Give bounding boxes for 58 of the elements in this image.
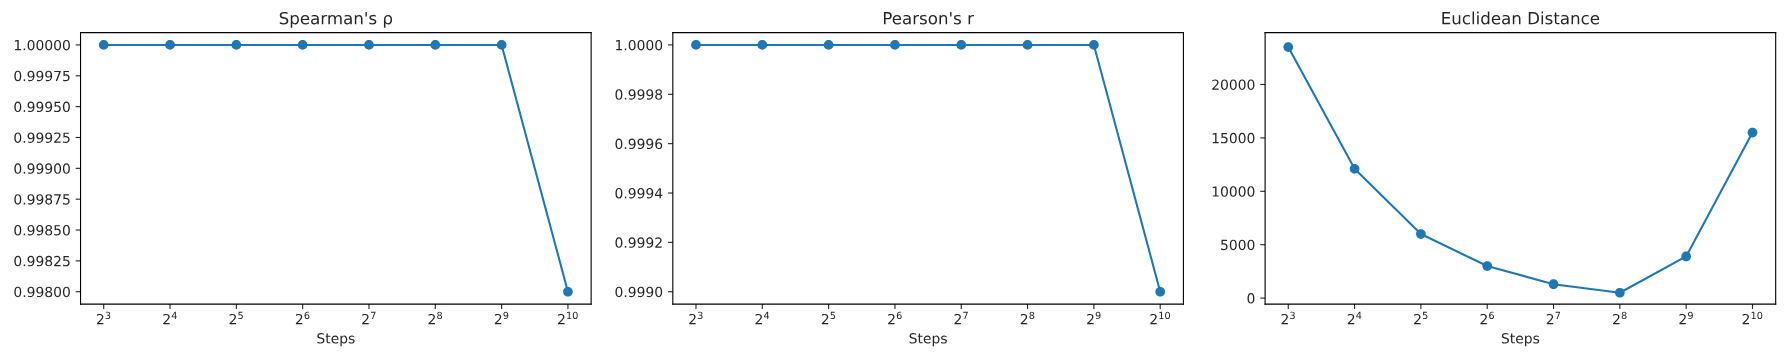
y-tick-label: 0.99825 [14, 255, 70, 267]
chart-title: Spearman's ρ [279, 11, 393, 28]
y-tick-label: 5000 [1221, 239, 1255, 251]
x-tick-label: 2$^{10}$ [1742, 311, 1763, 325]
x-axis-title: Steps [1501, 333, 1540, 347]
x-tick-label: 2$^{4}$ [755, 311, 770, 325]
y-tick-label: 0.99875 [14, 194, 70, 205]
x-tick-label: 2$^{9}$ [494, 311, 509, 325]
y-tick-label: 0.99800 [14, 286, 70, 298]
x-tick-label: 2$^{5}$ [1414, 311, 1428, 325]
x-tick-label: 2$^{8}$ [1613, 311, 1627, 325]
x-tick-label: 2$^{7}$ [1546, 311, 1561, 325]
y-tick-label: 0.99950 [14, 101, 70, 113]
x-tick-label: 2$^{9}$ [1087, 311, 1101, 325]
chart-title: Euclidean Distance [1442, 11, 1600, 25]
y-tick-label: 1.00000 [14, 39, 70, 51]
y-tick-label: 20000 [1212, 79, 1255, 90]
y-tick-label: 0.9990 [615, 286, 663, 298]
y-tick-label: 0.9996 [615, 138, 663, 150]
x-tick-label: 2$^{6}$ [888, 311, 902, 325]
y-tick-label: 0.99850 [14, 225, 70, 236]
x-tick-label: 2$^{7}$ [362, 311, 376, 325]
x-tick-label: 2$^{6}$ [295, 311, 310, 325]
point [1349, 164, 1360, 174]
chart-title: Pearson's r [883, 12, 974, 25]
x-tick-label: 2$^{5}$ [821, 311, 836, 325]
y-tick-label: 1.0000 [616, 39, 663, 51]
x-axis-title: Steps [317, 333, 355, 347]
y-tick-label: 15000 [1212, 132, 1255, 144]
x-tick-label: 2$^{3}$ [96, 311, 111, 325]
y-tick-label: 0.9992 [615, 237, 662, 248]
x-tick-label: 2$^{4}$ [163, 311, 177, 325]
y-tick-label: 10000 [1212, 186, 1255, 197]
x-tick-label: 2$^{8}$ [1020, 311, 1035, 325]
point [1482, 261, 1493, 271]
y-tick-label: 0.99900 [14, 163, 70, 174]
x-tick-label: 2$^{9}$ [1679, 311, 1693, 325]
x-tick-label: 2$^{7}$ [954, 311, 968, 325]
point [1681, 251, 1692, 262]
y-tick-label: 0.9998 [615, 89, 663, 100]
x-tick-label: 2$^{3}$ [689, 311, 703, 325]
point [1283, 42, 1294, 52]
point [1747, 127, 1758, 138]
y-tick-label: 0.99975 [14, 70, 70, 82]
x-tick-label: 2$^{4}$ [1347, 311, 1362, 325]
point [1548, 279, 1559, 290]
y-tick-label: 0.99925 [14, 132, 70, 143]
y-tick-label: 0.9994 [615, 187, 663, 199]
point [1614, 287, 1625, 298]
x-axis-title: Steps [909, 333, 947, 347]
x-tick-label: 2$^{5}$ [229, 311, 243, 325]
x-tick-label: 2$^{6}$ [1480, 311, 1494, 325]
x-tick-label: 2$^{8}$ [428, 311, 443, 325]
y-tick-label: 0 [1247, 293, 1255, 304]
x-tick-label: 2$^{3}$ [1281, 311, 1295, 325]
x-tick-label: 2$^{10}$ [558, 311, 578, 325]
x-tick-label: 2$^{10}$ [1150, 311, 1170, 325]
point [1416, 229, 1426, 239]
